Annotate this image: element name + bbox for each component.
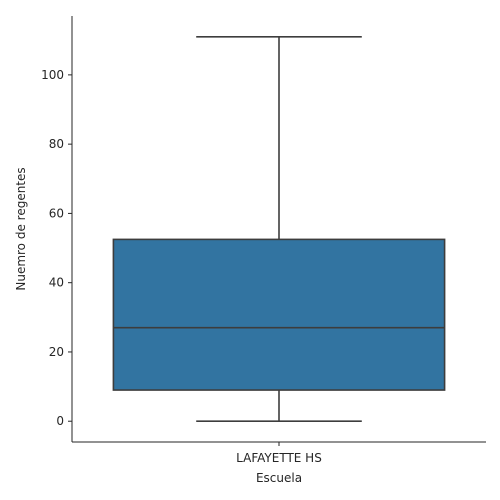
- box-group: [112, 35, 446, 423]
- x-tick-label: LAFAYETTE HS: [236, 451, 322, 465]
- y-axis-ticks: 0 20 40 60 80 100: [41, 68, 72, 428]
- y-tick-label: 80: [49, 137, 64, 151]
- y-tick-label: 100: [41, 68, 64, 82]
- y-tick-label: 60: [49, 206, 64, 220]
- iqr-box: [112, 238, 446, 391]
- y-tick-label: 40: [49, 276, 64, 290]
- y-tick-label: 20: [49, 345, 64, 359]
- x-axis-ticks: LAFAYETTE HS: [236, 442, 322, 465]
- y-axis-label: Nuemro de regentes: [14, 167, 28, 290]
- x-axis-label: Escuela: [256, 471, 302, 485]
- y-tick-label: 0: [56, 414, 64, 428]
- plot-area: [112, 35, 446, 423]
